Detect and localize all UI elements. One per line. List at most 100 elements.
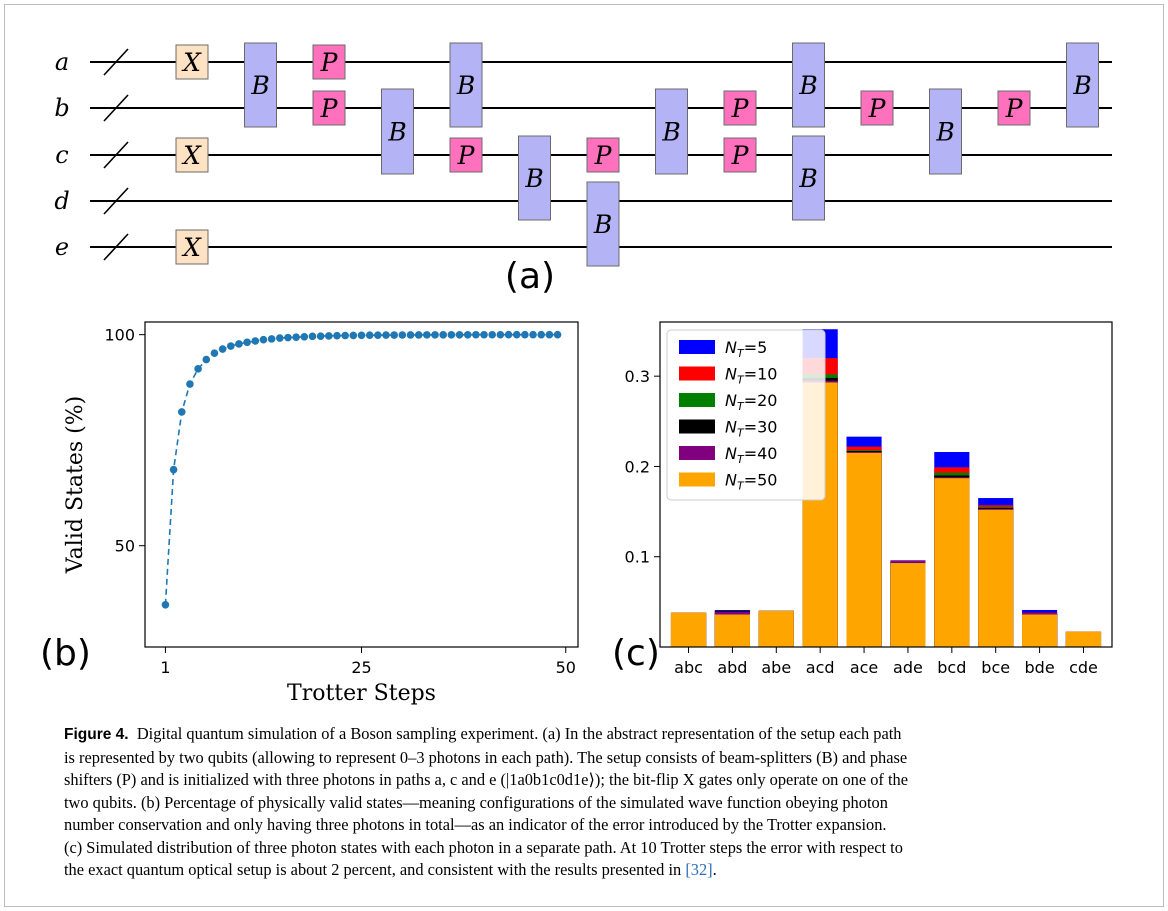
bar-bce [978,509,1014,647]
gate-beamsplitter [792,135,825,221]
gate-label: X [181,48,202,77]
gate-phase [723,137,757,173]
data-point [226,342,235,350]
data-point [431,331,439,339]
bar-ace [846,452,882,647]
data-line [164,333,558,605]
x-tick-label: 25 [351,658,371,677]
x-axis-label: Trotter Steps [287,681,436,706]
x-tick-label: bde [1025,658,1055,677]
legend-label: NT=50 [725,471,777,493]
data-point [529,330,537,339]
wire-slash-b [103,94,129,122]
y-tick-label: 0.2 [625,457,650,476]
gate-label: P [594,141,613,170]
caption-line-7: the exact quantum optical setup is about… [64,859,1104,882]
wire-slash-d [103,187,129,215]
data-point [463,330,472,339]
panel-label-b: (b) [40,633,91,674]
bar-abd [714,614,750,647]
wire-slash-c [103,141,129,169]
data-point [218,345,227,353]
gate-label: X [181,141,202,170]
gate-label: B [935,118,954,147]
x-tick-label: 1 [160,658,170,677]
caption-line-4: two qubits. (b) Percentage of physically… [64,792,888,812]
data-point [292,333,300,341]
citation-link[interactable]: [32] [685,860,713,879]
gate-label: X [181,233,202,262]
gate-label: P [320,94,339,123]
data-point [357,331,366,340]
caption-line-2: is represented by two qubits (allowing t… [64,747,908,767]
data-point [161,600,170,609]
legend-swatch [679,340,715,354]
bar-ade [890,563,926,647]
x-tick-label: 50 [556,658,576,677]
caption-line-1: Figure 4. Digital quantum simulation of … [64,723,1104,747]
legend-swatch [679,472,715,487]
data-point [423,331,431,339]
data-point [177,408,186,416]
data-point [284,333,292,342]
gate-bitflip [175,229,209,265]
panel-label-a: (a) [505,256,555,297]
data-point [480,330,488,339]
legend-label: NT=10 [725,365,777,387]
data-point [472,330,480,339]
data-point [496,330,505,339]
panel-label-c: (c) [612,633,660,674]
y-tick-label: 100 [104,326,135,345]
x-tick-label: acd [806,658,835,677]
gate-beamsplitter [1066,42,1099,128]
gate-label: P [1005,94,1024,123]
data-point [447,331,456,339]
gate-label: B [456,71,475,100]
gate-label: P [868,94,887,123]
wire-slash-a [103,48,129,76]
x-tick-label: abc [674,658,703,677]
gate-phase [312,90,346,126]
gate-beamsplitter [244,42,277,128]
data-point [300,332,309,341]
data-point [504,330,513,339]
bar-cde [1065,631,1102,647]
wire-label-b: b [54,94,69,122]
caption-text-7: the exact quantum optical setup is about… [64,860,682,879]
gate-label: P [731,141,750,170]
data-point [243,338,251,347]
data-point [439,331,447,339]
caption-label: Figure 4. [64,726,129,743]
gate-label: B [661,118,680,147]
gate-label: B [387,118,406,147]
legend-label: NT=30 [725,418,777,440]
gate-beamsplitter [381,88,414,175]
caption-line-5: number conservation and only having thre… [64,815,887,834]
data-point [365,331,374,340]
gate-bitflip [175,44,209,80]
bar-bde [1022,614,1058,647]
gate-label: B [798,71,817,100]
gate-beamsplitter [655,88,688,175]
legend-swatch [679,446,715,460]
data-point [341,331,349,340]
gate-phase [449,137,483,173]
caption-line-6: (c) Simulated distribution of three phot… [64,837,903,857]
legend-label: NT=5 [725,338,767,360]
caption-text-1: Digital quantum simulation of a Boson sa… [136,724,902,743]
gate-label: P [457,141,476,170]
figure-frame [4,4,1164,907]
y-axis-label: Valid States (%) [63,396,88,574]
y-tick-label: 0.3 [625,367,650,386]
data-point [349,331,358,340]
y-tick-label: 50 [115,537,135,556]
legend-swatch [679,393,715,407]
x-tick-label: abe [761,658,791,677]
data-point [382,331,390,339]
caption-line-3: shifters (P) and is initialized with thr… [64,770,909,789]
data-point [186,380,194,388]
data-point [374,331,382,339]
data-point [316,332,325,340]
